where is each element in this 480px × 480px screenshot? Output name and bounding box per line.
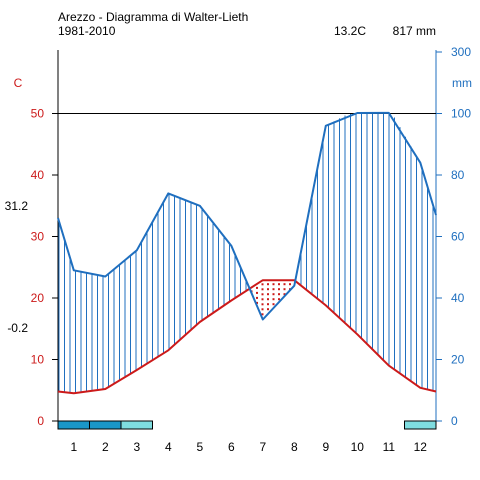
dry-hatch-dot bbox=[261, 283, 264, 286]
month-tick-label: 8 bbox=[291, 440, 298, 454]
dry-hatch-dot bbox=[267, 298, 269, 301]
annual-precip-label: 817 mm bbox=[393, 24, 436, 38]
month-tick-label: 11 bbox=[383, 440, 396, 454]
temp-tick-label: 10 bbox=[31, 353, 45, 367]
dry-hatch-dot bbox=[272, 298, 275, 301]
frost-period-bar bbox=[120, 420, 153, 430]
dry-hatch-dot bbox=[261, 313, 264, 316]
temp-unit-label: C bbox=[14, 76, 23, 90]
chart-title: Arezzo - Diagramma di Walter-Lieth bbox=[58, 10, 248, 24]
mean-temp-label: 13.2C bbox=[334, 24, 366, 38]
precip-tick-label: 40 bbox=[451, 291, 465, 305]
dry-hatch-dot bbox=[283, 293, 286, 296]
temp-tick-label: 40 bbox=[31, 168, 45, 182]
dry-hatch-dot bbox=[278, 298, 280, 301]
dry-hatch-dot bbox=[267, 283, 269, 286]
dry-hatch-dot bbox=[278, 288, 280, 291]
dry-hatch-dot bbox=[261, 298, 264, 301]
month-tick-label: 5 bbox=[196, 440, 203, 454]
dry-hatch-dot bbox=[289, 283, 291, 286]
dry-hatch-dot bbox=[256, 296, 258, 299]
dry-hatch-dot bbox=[256, 301, 258, 304]
month-tick-label: 12 bbox=[414, 440, 428, 454]
dry-hatch-dot bbox=[267, 293, 269, 296]
dry-hatch-dot bbox=[272, 293, 275, 296]
dry-hatch-dot bbox=[261, 308, 264, 311]
series-layer bbox=[57, 111, 437, 395]
dry-hatch-dot bbox=[272, 303, 275, 306]
month-tick-label: 6 bbox=[228, 440, 235, 454]
frost-period-bar bbox=[57, 420, 90, 430]
temperature-line bbox=[57, 279, 437, 395]
precip-tick-label: 60 bbox=[451, 230, 465, 244]
precip-tick-label: 80 bbox=[451, 168, 465, 182]
dry-hatch-dot bbox=[267, 308, 269, 311]
precip-unit-label: mm bbox=[452, 76, 472, 90]
dry-hatch-dot bbox=[272, 283, 275, 286]
temp-tick-label: 0 bbox=[37, 414, 44, 428]
dry-hatch-dot bbox=[256, 286, 258, 289]
dry-hatch-dot bbox=[256, 291, 258, 294]
chart-period: 1981-2010 bbox=[58, 24, 116, 38]
dry-hatch-dot bbox=[267, 303, 269, 306]
dry-hatch-dot bbox=[278, 293, 280, 296]
dry-hatch-dot bbox=[267, 288, 269, 291]
max-temp-label: 31.2 bbox=[5, 199, 29, 213]
min-temp-label: -0.2 bbox=[7, 321, 28, 335]
precip-tick-label: 300 bbox=[451, 45, 471, 59]
dry-hatch-dot bbox=[272, 288, 275, 291]
temp-tick-label: 50 bbox=[31, 107, 45, 121]
precip-tick-label: 100 bbox=[451, 107, 471, 121]
month-tick-label: 7 bbox=[259, 440, 266, 454]
month-tick-label: 4 bbox=[165, 440, 172, 454]
temp-tick-label: 20 bbox=[31, 291, 45, 305]
precip-tick-label: 0 bbox=[451, 414, 458, 428]
fill-layer bbox=[58, 112, 434, 394]
month-tick-label: 10 bbox=[351, 440, 365, 454]
month-tick-label: 1 bbox=[70, 440, 77, 454]
month-tick-label: 2 bbox=[102, 440, 109, 454]
frost-period-bar bbox=[89, 420, 122, 430]
frost-period-bar bbox=[404, 420, 437, 430]
dry-hatch-dot bbox=[261, 288, 264, 291]
month-tick-label: 9 bbox=[322, 440, 329, 454]
dry-hatch-dot bbox=[278, 283, 280, 286]
dry-hatch-dot bbox=[283, 288, 286, 291]
precipitation-line bbox=[57, 111, 437, 321]
precip-tick-label: 20 bbox=[451, 353, 465, 367]
dry-hatch-dot bbox=[261, 303, 264, 306]
temp-tick-label: 30 bbox=[31, 230, 45, 244]
dry-hatch-dot bbox=[261, 293, 264, 296]
dry-hatch-dot bbox=[283, 283, 286, 286]
month-tick-label: 3 bbox=[133, 440, 140, 454]
